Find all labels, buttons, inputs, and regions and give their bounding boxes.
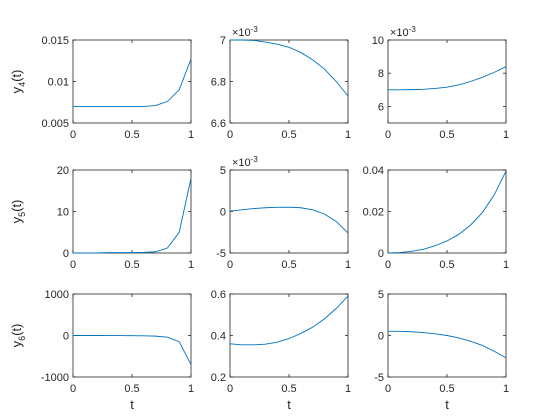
axes-frame bbox=[72, 169, 192, 254]
y-tick-label: 5 bbox=[378, 289, 384, 301]
y-axis-label: y4(t) bbox=[9, 70, 27, 94]
axes-frame bbox=[229, 169, 349, 254]
x-tick-label: 1 bbox=[503, 129, 509, 141]
y-tick-label: 10 bbox=[57, 207, 69, 219]
subplot-3-2: 0 0.5 1 0.2 0.4 0.6 t bbox=[211, 289, 351, 412]
axes-frame bbox=[229, 39, 349, 124]
subplot-1-3: 0 0.5 1 6 8 10 ×10-3 bbox=[372, 25, 509, 141]
x-tick-label: 0.5 bbox=[281, 129, 296, 141]
series-line bbox=[229, 295, 349, 346]
y-tick-label: 7 bbox=[220, 35, 226, 47]
x-axis-label: t bbox=[287, 397, 291, 412]
x-tick-label: 1 bbox=[503, 383, 509, 395]
x-tick-label: 1 bbox=[503, 259, 509, 271]
x-tick-label: 0 bbox=[385, 383, 391, 395]
x-tick-label: 0 bbox=[227, 259, 233, 271]
y-tick-label: 10 bbox=[372, 35, 384, 47]
x-tick-label: 0 bbox=[227, 129, 233, 141]
y-tick-label: 1000 bbox=[45, 289, 69, 301]
x-tick-label: 0.5 bbox=[124, 259, 139, 271]
x-tick-label: 1 bbox=[188, 383, 194, 395]
x-tick-label: 0 bbox=[385, 259, 391, 271]
x-tick-label: 1 bbox=[345, 259, 351, 271]
y-tick-label: 0 bbox=[63, 331, 69, 343]
y-tick-label: 6 bbox=[378, 101, 384, 113]
x-tick-label: 0.5 bbox=[281, 383, 296, 395]
x-tick-label: 1 bbox=[188, 259, 194, 271]
y-tick-label: 0 bbox=[378, 331, 384, 343]
x-tick-label: 0 bbox=[70, 259, 76, 271]
x-tick-label: 1 bbox=[345, 129, 351, 141]
y-tick-label: -1000 bbox=[41, 372, 69, 384]
x-tick-label: 1 bbox=[345, 383, 351, 395]
y-tick-label: 0.02 bbox=[363, 207, 384, 219]
y-tick-label: -5 bbox=[216, 248, 226, 260]
y-tick-label: 0 bbox=[220, 207, 226, 219]
series-line bbox=[73, 178, 192, 254]
axes-frame bbox=[229, 293, 349, 378]
exponent-label: ×10-3 bbox=[390, 25, 416, 39]
y-tick-label: 0.005 bbox=[41, 118, 69, 130]
x-tick-label: 0.5 bbox=[439, 383, 454, 395]
y-tick-label: 8 bbox=[378, 68, 384, 80]
x-axis-label: t bbox=[130, 397, 134, 412]
subplot-1-1: 0 0.5 1 0.005 0.01 0.015 y4(t) bbox=[9, 35, 194, 141]
series-line bbox=[73, 58, 192, 107]
y-tick-label: 0.015 bbox=[41, 35, 69, 47]
y-tick-label: 0.4 bbox=[211, 331, 226, 343]
axes-frame bbox=[72, 39, 192, 124]
y-axis-label: y5(t) bbox=[9, 200, 27, 224]
y-tick-label: 0.01 bbox=[48, 77, 69, 89]
exponent-label: ×10-3 bbox=[232, 155, 258, 169]
x-tick-label: 0 bbox=[385, 129, 391, 141]
axes-frame bbox=[387, 39, 507, 124]
subplot-2-2: 0 0.5 1-505×10-3 bbox=[216, 155, 351, 271]
y-tick-label: 0.04 bbox=[363, 165, 384, 177]
series-line bbox=[388, 66, 507, 91]
x-tick-label: 0.5 bbox=[439, 129, 454, 141]
y-tick-label: 6.8 bbox=[211, 77, 226, 89]
x-tick-label: 1 bbox=[188, 129, 194, 141]
exponent-label: ×10-3 bbox=[232, 25, 258, 39]
x-tick-label: 0 bbox=[70, 129, 76, 141]
x-tick-label: 0.5 bbox=[124, 383, 139, 395]
series-line bbox=[229, 206, 349, 234]
series-line bbox=[387, 170, 507, 254]
x-tick-label: 0.5 bbox=[124, 129, 139, 141]
x-tick-label: 0 bbox=[227, 383, 233, 395]
y-tick-label: 0.2 bbox=[211, 372, 226, 384]
series-line bbox=[388, 330, 507, 359]
y-axis-label: y6(t) bbox=[9, 324, 27, 348]
y-tick-label: 5 bbox=[220, 165, 226, 177]
subplot-1-2: 0 0.5 1 6.6 6.8 7 ×10-3 bbox=[211, 25, 351, 141]
x-axis-label: t bbox=[445, 397, 449, 412]
series-line bbox=[230, 39, 349, 97]
subplot-2-3: 0 0.5 1 0 0.02 0.04 bbox=[363, 165, 509, 271]
x-tick-label: 0.5 bbox=[439, 259, 454, 271]
y-tick-label: -5 bbox=[374, 372, 384, 384]
axes-frame bbox=[387, 169, 507, 254]
y-tick-label: 0 bbox=[378, 248, 384, 260]
y-tick-label: 0 bbox=[63, 248, 69, 260]
series-line bbox=[73, 335, 192, 365]
x-tick-label: 0 bbox=[70, 383, 76, 395]
x-tick-label: 0.5 bbox=[281, 259, 296, 271]
y-tick-label: 20 bbox=[57, 165, 69, 177]
y-tick-label: 0.6 bbox=[211, 289, 226, 301]
y-tick-label: 6.6 bbox=[211, 118, 226, 130]
